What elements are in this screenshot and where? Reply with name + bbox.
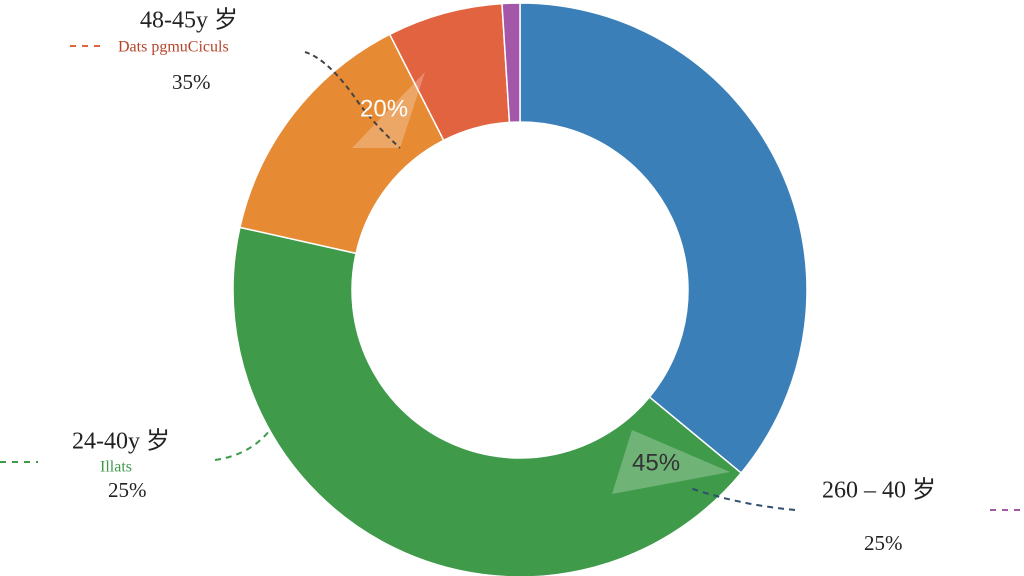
annotation: Dats pgmuCiculs xyxy=(118,39,229,56)
donut-segment xyxy=(519,2,808,474)
annotation: 35% xyxy=(172,70,211,94)
donut-segment xyxy=(501,2,521,124)
annotation: 260 – 40 岁 xyxy=(822,477,936,504)
annotation: 24-40y 岁 xyxy=(72,428,170,455)
callout-shape xyxy=(352,72,425,148)
arrow xyxy=(304,51,401,149)
annotation: 48-45y 岁 xyxy=(140,7,238,34)
callout-shape xyxy=(612,430,730,494)
annotation: Illats xyxy=(100,459,132,476)
arrow xyxy=(689,487,796,511)
annotation: 25% xyxy=(864,531,903,555)
donut xyxy=(232,2,808,576)
segment-label: 45% xyxy=(632,449,680,476)
arrow xyxy=(214,429,271,461)
annotation: 25% xyxy=(108,478,147,502)
segment-label: 20% xyxy=(360,95,408,122)
